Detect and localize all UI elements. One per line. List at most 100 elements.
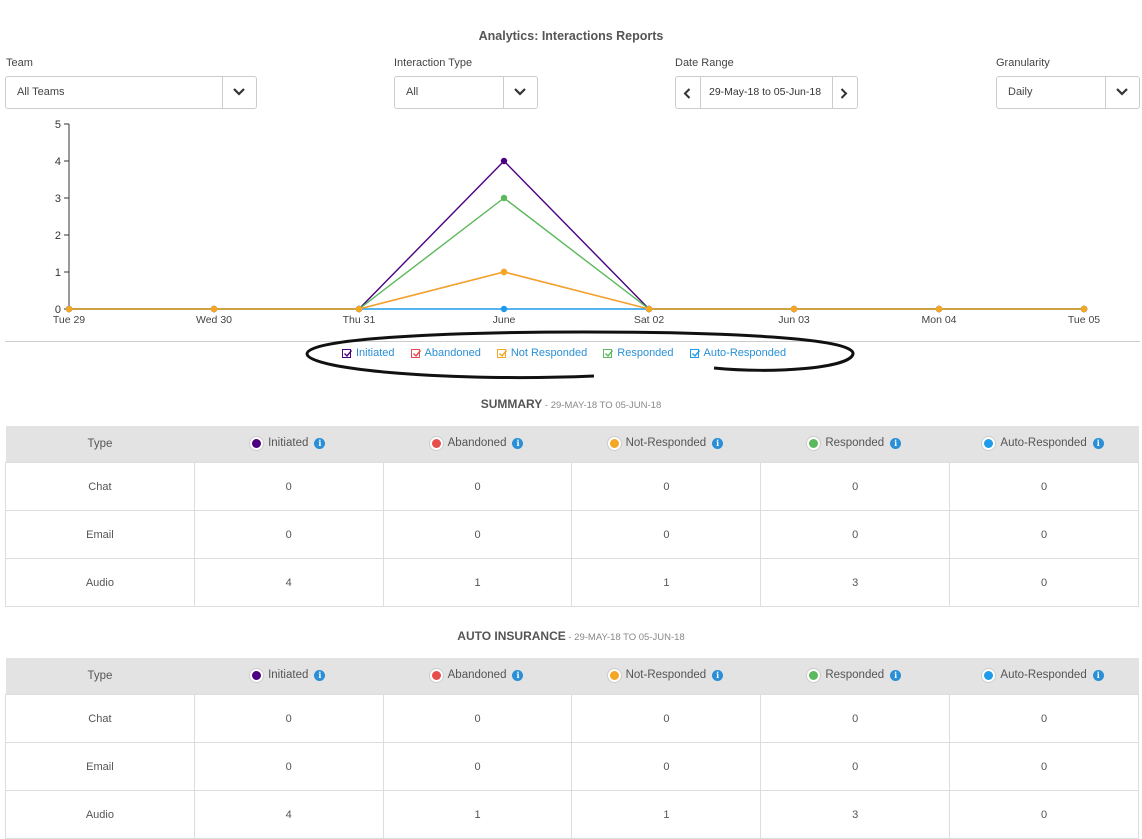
data-point-initiated [500,157,508,165]
y-tick-label: 5 [55,119,61,131]
info-icon[interactable]: i [712,437,724,449]
info-icon[interactable]: i [512,669,524,681]
team-select[interactable]: All Teams [5,76,257,109]
checkbox-icon[interactable] [496,348,507,358]
info-icon[interactable]: i [314,669,326,681]
y-tick-label: 3 [55,193,61,205]
legend-item-initiated[interactable]: Initiated [342,347,395,359]
column-header: Abandoned i [383,426,572,463]
date-prev-button[interactable] [676,77,701,108]
table-row: Chat 0 0 0 0 0 [5,694,1139,743]
granularity-value: Daily [1008,86,1033,98]
info-icon[interactable]: i [890,669,902,681]
column-header-content: Auto-Responded i [984,669,1104,682]
legend-item-not-responded[interactable]: Not Responded [496,347,587,359]
chevron-down-icon [233,88,245,96]
column-header-label: Abandoned [447,437,507,450]
column-header: Responded i [760,658,950,695]
row-type-cell: Chat [5,462,195,511]
series-line-responded [69,197,1084,310]
value-cell: 0 [760,694,951,743]
value-cell: 0 [949,510,1139,559]
value-cell: 0 [382,742,573,791]
value-cell: 3 [760,790,951,839]
status-dot-icon [809,438,819,448]
column-header-content: Not-Responded i [609,437,724,449]
value-cell: 0 [193,510,384,559]
value-cell: 0 [949,558,1139,607]
column-header-label: Abandoned [447,669,507,682]
info-icon[interactable]: i [712,669,724,681]
value-cell: 0 [571,742,762,791]
table-row: Chat 0 0 0 0 0 [5,462,1139,511]
x-tick-label: Jun 03 [778,314,810,326]
legend-item-responded[interactable]: Responded [603,347,674,359]
column-header-content: Initiated i [252,437,326,449]
table-row: Email 0 0 0 0 0 [5,510,1139,559]
value-cell: 1 [382,558,573,607]
status-dot-icon [984,670,994,680]
team-select-value: All Teams [17,86,65,98]
column-header-label: Auto-Responded [1000,437,1087,450]
checkbox-icon[interactable] [410,348,421,358]
info-icon[interactable]: i [512,437,524,449]
legend-label: Abandoned [424,347,481,359]
team-dropdown-toggle[interactable] [222,77,256,108]
y-tick-label: 0 [55,304,61,316]
column-header-content: Abandoned i [431,669,524,682]
status-dot-icon [431,670,441,680]
value-cell: 0 [193,462,384,511]
chevron-down-icon [514,88,526,96]
column-header: Not-Responded i [571,426,761,463]
legend-label: Responded [617,347,674,359]
value-cell: 0 [760,742,951,791]
checkbox-icon[interactable] [342,348,353,358]
info-icon[interactable]: i [890,437,902,449]
column-header-content: Initiated i [252,669,326,681]
table-header-row: Type Initiated i Abandoned i Not-Responded i Re… [5,658,1139,695]
value-cell: 0 [949,742,1139,791]
chevron-right-icon [840,88,848,99]
auto-insurance-subtitle: - 29-MAY-18 TO 05-JUN-18 [565,632,685,643]
data-point-not-responded [790,305,798,313]
date-range-value[interactable]: 29-May-18 to 05-Jun-18 [709,86,822,98]
info-icon[interactable]: i [314,437,326,449]
status-dot-icon [609,438,619,448]
chevron-down-icon [1116,88,1128,96]
date-next-button[interactable] [832,77,857,108]
legend-item-abandoned[interactable]: Abandoned [410,347,481,359]
data-point-responded [500,194,508,202]
checkbox-icon[interactable] [689,348,700,358]
auto-insurance-table: Type Initiated i Abandoned i Not-Responded i Re… [5,658,1139,839]
data-point-not-responded [65,305,73,313]
info-icon[interactable]: i [1092,437,1104,449]
team-label: Team [6,57,33,69]
value-cell: 0 [193,742,384,791]
interaction-type-label: Interaction Type [394,57,473,69]
x-tick-label: Mon 04 [921,314,956,326]
date-range-label: Date Range [675,57,734,69]
column-header-label: Not-Responded [625,669,707,682]
row-type-cell: Audio [5,790,195,839]
column-header-content: Responded i [809,437,902,449]
series-line-not-responded [69,271,1084,310]
value-cell: 0 [193,694,384,743]
summary-table: Type Initiated i Abandoned i Not-Responded i Re… [5,426,1139,607]
status-dot-icon [984,438,994,448]
chart-legend: Initiated Abandoned Not Responded Responded… [342,347,786,359]
interaction-type-dropdown-toggle[interactable] [503,77,537,108]
granularity-select[interactable]: Daily [996,76,1140,109]
data-point-not-responded [935,305,943,313]
value-cell: 0 [571,510,762,559]
value-cell: 4 [193,558,384,607]
interaction-type-select[interactable]: All [394,76,538,109]
legend-item-auto-responded[interactable]: Auto-Responded [689,347,786,359]
info-icon[interactable]: i [1092,669,1104,681]
column-header-label: Auto-Responded [1000,669,1087,682]
column-header: Auto-Responded i [949,426,1139,463]
checkbox-icon[interactable] [603,348,614,358]
granularity-dropdown-toggle[interactable] [1105,77,1139,108]
date-range-picker[interactable]: 29-May-18 to 05-Jun-18 [675,76,858,109]
row-type-cell: Audio [5,558,195,607]
summary-title: SUMMARY - 29-MAY-18 TO 05-JUN-18 [0,397,1142,411]
